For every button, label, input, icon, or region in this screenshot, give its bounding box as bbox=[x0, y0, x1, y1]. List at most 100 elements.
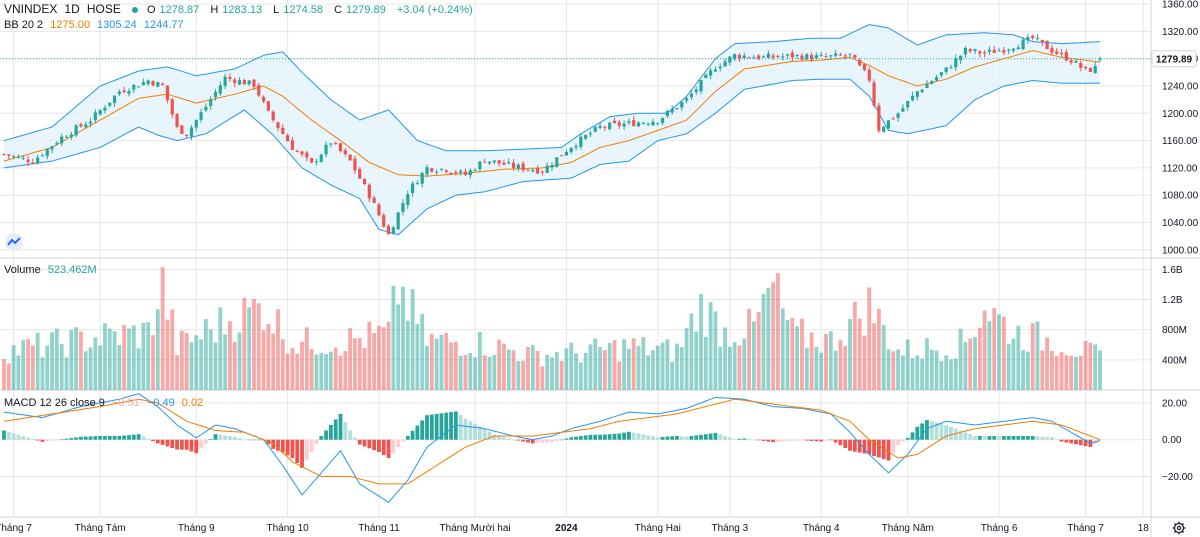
candle-body bbox=[261, 96, 266, 102]
tradingview-logo-icon[interactable] bbox=[5, 233, 23, 251]
volume-bar bbox=[636, 346, 641, 390]
candle-body bbox=[122, 90, 126, 93]
volume-bar bbox=[458, 355, 463, 390]
macd-histogram-bar bbox=[468, 421, 473, 440]
volume-bar bbox=[189, 342, 194, 390]
macd-histogram-bar bbox=[1064, 439, 1069, 443]
macd-histogram-bar bbox=[1045, 436, 1050, 440]
volume-bar bbox=[910, 358, 915, 390]
macd-histogram-bar bbox=[636, 433, 641, 440]
candle-body bbox=[1045, 40, 1049, 50]
macd-histogram-bar bbox=[276, 439, 280, 451]
volume-bar bbox=[223, 334, 228, 390]
volume-legend[interactable]: Volume 523.462M bbox=[4, 263, 101, 277]
volume-bar bbox=[280, 339, 285, 390]
candle-body bbox=[632, 120, 636, 127]
volume-tick-label: 800M bbox=[1162, 325, 1187, 336]
macd-histogram-bar bbox=[766, 439, 771, 442]
volume-bar bbox=[98, 345, 103, 390]
candle-body bbox=[343, 150, 347, 155]
macd-histogram-bar bbox=[300, 439, 304, 468]
candle-body bbox=[103, 107, 107, 111]
interval[interactable]: 1D bbox=[64, 2, 80, 16]
candle-body bbox=[223, 76, 227, 86]
volume-bar bbox=[622, 339, 627, 390]
time-tick-label: Tháng 10 bbox=[266, 523, 309, 534]
volume-bar bbox=[535, 351, 540, 390]
volume-bar bbox=[915, 355, 920, 390]
candle-body bbox=[800, 55, 804, 60]
macd-histogram-bar bbox=[223, 435, 228, 440]
gear-icon[interactable] bbox=[1172, 521, 1186, 535]
macd-histogram-bar bbox=[189, 439, 194, 452]
volume-bar bbox=[261, 330, 266, 390]
candle-body bbox=[675, 108, 679, 110]
macd-histogram-bar bbox=[35, 439, 40, 441]
volume-bar bbox=[516, 361, 521, 390]
volume-bar bbox=[977, 327, 982, 390]
macd-histogram-bar bbox=[1016, 436, 1021, 440]
macd-histogram-bar bbox=[665, 436, 670, 440]
volume-label[interactable]: Volume bbox=[4, 264, 41, 276]
volume-bar bbox=[1045, 337, 1050, 390]
volume-bar bbox=[521, 360, 526, 390]
macd-histogram-bar bbox=[1074, 439, 1078, 445]
volume-bar bbox=[646, 355, 651, 390]
candle-body bbox=[545, 165, 549, 173]
candle-body bbox=[228, 76, 232, 79]
volume-bar bbox=[141, 322, 146, 390]
macd-label[interactable]: MACD 12 26 close 9 bbox=[4, 397, 105, 409]
volume-bar bbox=[160, 267, 165, 390]
macd-histogram-bar bbox=[377, 439, 381, 452]
candle-body bbox=[209, 99, 213, 106]
volume-value: 523.462M bbox=[47, 264, 97, 276]
volume-bar bbox=[1035, 321, 1040, 390]
volume-bar bbox=[872, 323, 876, 390]
symbol[interactable]: VNINDEX bbox=[4, 2, 58, 16]
main-legend[interactable]: VNINDEX 1D HOSE O 1278.87 H 1283.13 L 1274.… bbox=[4, 2, 477, 17]
bb-basis-value: 1275.00 bbox=[50, 19, 90, 31]
volume-bar bbox=[771, 282, 776, 390]
candle-body bbox=[608, 122, 612, 130]
macd-histogram-bar bbox=[727, 437, 732, 440]
candle-body bbox=[574, 146, 578, 148]
bb-label[interactable]: BB 20 2 bbox=[4, 19, 44, 31]
volume-bar bbox=[602, 350, 607, 390]
candle-body bbox=[776, 55, 780, 58]
candle-body bbox=[564, 152, 569, 156]
candle-body bbox=[151, 81, 155, 86]
candle-body bbox=[872, 82, 876, 106]
macd-histogram-bar bbox=[905, 437, 910, 440]
candle-body bbox=[660, 117, 665, 124]
ohlc-low: L 1274.58 bbox=[273, 4, 324, 16]
candle-body bbox=[540, 171, 544, 173]
volume-bar bbox=[314, 354, 319, 390]
candle-body bbox=[439, 168, 444, 170]
volume-bar bbox=[252, 299, 256, 390]
volume-bar bbox=[83, 351, 88, 390]
macd-histogram-bar bbox=[545, 439, 550, 443]
macd-histogram-bar bbox=[578, 436, 583, 440]
candle-body bbox=[1016, 47, 1020, 50]
volume-bar bbox=[256, 303, 261, 390]
macd-histogram-bar bbox=[602, 434, 607, 440]
macd-legend[interactable]: MACD 12 26 close 9 −0.51 −0.49 0.02 bbox=[4, 396, 207, 410]
bollinger-band bbox=[3, 24, 1101, 236]
volume-bar bbox=[651, 350, 655, 390]
ohlc-high: H 1283.13 bbox=[210, 4, 263, 16]
macd-histogram-bar bbox=[997, 436, 1001, 440]
volume-bar bbox=[905, 339, 910, 390]
macd-histogram-bar bbox=[809, 439, 814, 441]
volume-bar bbox=[953, 358, 958, 390]
macd-histogram-bar bbox=[929, 421, 934, 440]
bb-legend[interactable]: BB 20 2 1275.00 1305.24 1244.77 bbox=[4, 18, 188, 32]
macd-histogram-bar bbox=[449, 412, 453, 440]
volume-bar bbox=[35, 332, 40, 390]
time-tick-label: 18 bbox=[1138, 523, 1150, 534]
macd-histogram-bar bbox=[790, 439, 795, 441]
candle-body bbox=[305, 152, 309, 158]
candle-body bbox=[680, 102, 684, 108]
macd-histogram-bar bbox=[502, 437, 506, 440]
candle-body bbox=[886, 120, 891, 129]
